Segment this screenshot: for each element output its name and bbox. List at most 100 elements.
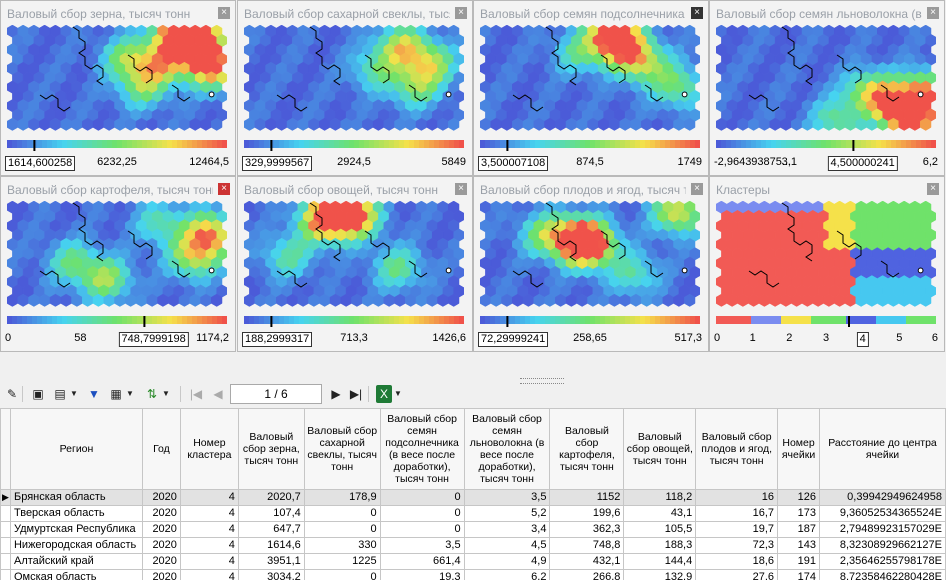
color-scale-bar[interactable] xyxy=(7,140,227,152)
table-cell[interactable]: 8,32308929662127E xyxy=(819,537,946,554)
close-icon[interactable]: × xyxy=(691,183,703,195)
table-cell[interactable]: 2,79489923157029E xyxy=(819,521,946,538)
table-cell[interactable]: 4 xyxy=(179,521,239,538)
som-map-panel[interactable]: Валовый сбор семян подсолнечника ... × 3,5… xyxy=(473,0,709,176)
som-cell[interactable] xyxy=(448,293,460,307)
color-scale-bar[interactable] xyxy=(244,140,464,152)
row-indicator[interactable] xyxy=(0,569,11,580)
table-cell[interactable]: 3951,1 xyxy=(237,553,305,570)
column-header[interactable]: Валовый сбор сахарной свеклы, тысяч тонн xyxy=(303,408,381,490)
close-icon[interactable]: × xyxy=(691,7,703,19)
table-cell[interactable]: 43,1 xyxy=(623,505,697,522)
row-indicator[interactable] xyxy=(0,537,11,554)
table-cell[interactable]: 144,4 xyxy=(623,553,697,570)
color-scale-bar[interactable] xyxy=(7,316,227,328)
table-cell[interactable]: 0 xyxy=(379,505,465,522)
table-cell[interactable]: 199,6 xyxy=(549,505,625,522)
table-cell[interactable]: 0 xyxy=(303,521,381,538)
table-cell[interactable]: 191 xyxy=(777,553,821,570)
close-icon[interactable]: × xyxy=(455,183,467,195)
table-cell[interactable]: 3,5 xyxy=(463,489,551,506)
table-cell[interactable]: 1225 xyxy=(303,553,381,570)
table-cell[interactable]: 4 xyxy=(179,553,239,570)
close-icon[interactable]: × xyxy=(218,183,230,195)
table-cell[interactable]: 118,2 xyxy=(623,489,697,506)
row-indicator[interactable] xyxy=(0,521,11,538)
close-icon[interactable]: × xyxy=(218,7,230,19)
som-map-panel[interactable]: Валовый сбор семян льноволокна (в ... × -2… xyxy=(709,0,945,176)
row-indicator[interactable] xyxy=(0,505,11,522)
column-header[interactable]: Валовый сбор семян подсолнечника (в весе… xyxy=(379,408,465,490)
table-row[interactable]: Алтайский край 2020 4 3951,1 1225 661,4 4,9 432… xyxy=(0,553,946,570)
scale-marker[interactable] xyxy=(270,316,273,327)
som-cell[interactable] xyxy=(920,117,932,131)
table-cell[interactable]: 3034,2 xyxy=(237,569,305,580)
table-cell[interactable]: 16,7 xyxy=(695,505,779,522)
table-cell[interactable]: 178,9 xyxy=(303,489,381,506)
row-indicator[interactable] xyxy=(0,553,11,570)
table-cell[interactable]: 3,4 xyxy=(463,521,551,538)
table-cell[interactable]: Тверская область xyxy=(9,505,143,522)
table-cell[interactable]: 2020 xyxy=(141,521,181,538)
prev-page-icon[interactable]: ◀ xyxy=(213,387,223,401)
export-icon[interactable]: ▣ xyxy=(32,387,44,401)
close-icon[interactable]: × xyxy=(455,7,467,19)
table-cell[interactable]: 1614,6 xyxy=(237,537,305,554)
table-cell[interactable]: Брянская область xyxy=(9,489,143,506)
table-row[interactable]: ▶ Брянская область 2020 4 2020,7 178,9 0 3,5 115… xyxy=(0,489,946,506)
som-cell[interactable] xyxy=(684,117,696,131)
table-cell[interactable]: 72,3 xyxy=(695,537,779,554)
data-table-container[interactable]: Регион Год Номер кластера Валовый сбор зерн… xyxy=(0,408,946,580)
table-cell[interactable]: 647,7 xyxy=(237,521,305,538)
color-scale-bar[interactable] xyxy=(244,316,464,328)
table-cell[interactable]: 18,6 xyxy=(695,553,779,570)
table-cell[interactable]: 27,6 xyxy=(695,569,779,580)
table-cell[interactable]: 4,9 xyxy=(463,553,551,570)
page-input[interactable]: 1 / 6 xyxy=(230,384,322,404)
table-cell[interactable]: 187 xyxy=(777,521,821,538)
table-cell[interactable]: 2020 xyxy=(141,505,181,522)
table-cell[interactable]: 5,2 xyxy=(463,505,551,522)
table-row[interactable]: Нижегородская область 2020 4 1614,6 330 3,5 4,… xyxy=(0,537,946,554)
table-cell[interactable]: 105,5 xyxy=(623,521,697,538)
column-header[interactable]: Валовый сбор картофеля, тысяч тонн xyxy=(549,408,625,490)
table-cell[interactable]: 188,3 xyxy=(623,537,697,554)
table-cell[interactable]: 0 xyxy=(303,569,381,580)
table-cell[interactable]: 2020 xyxy=(141,553,181,570)
table-cell[interactable]: 1152 xyxy=(549,489,625,506)
table-cell[interactable]: 0 xyxy=(303,505,381,522)
table-cell[interactable]: 8,72358462280428E xyxy=(819,569,946,580)
som-map-panel[interactable]: Валовый сбор плодов и ягод, тысяч т... × 7… xyxy=(473,176,709,352)
table-row[interactable]: Омская область 2020 4 3034,2 0 19,3 6,2 266,8 13… xyxy=(0,569,946,580)
table-cell[interactable]: Удмуртская Республика xyxy=(9,521,143,538)
cursor-icon[interactable]: ✎ xyxy=(6,387,18,401)
table-cell[interactable]: 2020 xyxy=(141,489,181,506)
table-cell[interactable]: 362,3 xyxy=(549,521,625,538)
color-scale-bar[interactable] xyxy=(480,316,700,328)
table-cell[interactable]: 2020 xyxy=(141,569,181,580)
table-cell[interactable]: 4 xyxy=(179,489,239,506)
column-header[interactable]: Валовый сбор семян льноволокна (в весе п… xyxy=(463,408,551,490)
close-icon[interactable]: × xyxy=(927,183,939,195)
table-cell[interactable]: 4 xyxy=(179,569,239,580)
table-cell[interactable]: Нижегородская область xyxy=(9,537,143,554)
som-map-panel[interactable]: Валовый сбор картофеля, тысяч тонн × 0 58 74… xyxy=(0,176,236,352)
table-cell[interactable]: 432,1 xyxy=(549,553,625,570)
next-page-icon[interactable]: ▶ xyxy=(331,387,341,401)
scale-marker[interactable] xyxy=(143,316,146,327)
chevron-down-icon[interactable]: ▼ xyxy=(126,389,134,398)
som-map-panel[interactable]: Валовый сбор сахарной свеклы, тыся... × 32… xyxy=(237,0,473,176)
som-cell[interactable] xyxy=(684,293,696,307)
table-cell[interactable]: 107,4 xyxy=(237,505,305,522)
scale-marker[interactable] xyxy=(270,140,273,151)
som-map-panel[interactable]: Валовый сбор зерна, тысяч тонн × 1614,6002… xyxy=(0,0,236,176)
som-map-panel[interactable]: Валовый сбор овощей, тысяч тонн × 188,2999… xyxy=(237,176,473,352)
table-cell[interactable]: 4 xyxy=(179,537,239,554)
excel-icon[interactable]: X xyxy=(376,385,392,403)
column-header[interactable]: Год xyxy=(141,408,181,490)
table-cell[interactable]: 126 xyxy=(777,489,821,506)
som-hex-map[interactable] xyxy=(480,25,700,137)
chevron-down-icon[interactable]: ▼ xyxy=(394,389,402,398)
scale-marker[interactable] xyxy=(506,316,509,327)
filter-icon[interactable]: ▼ xyxy=(88,387,100,401)
